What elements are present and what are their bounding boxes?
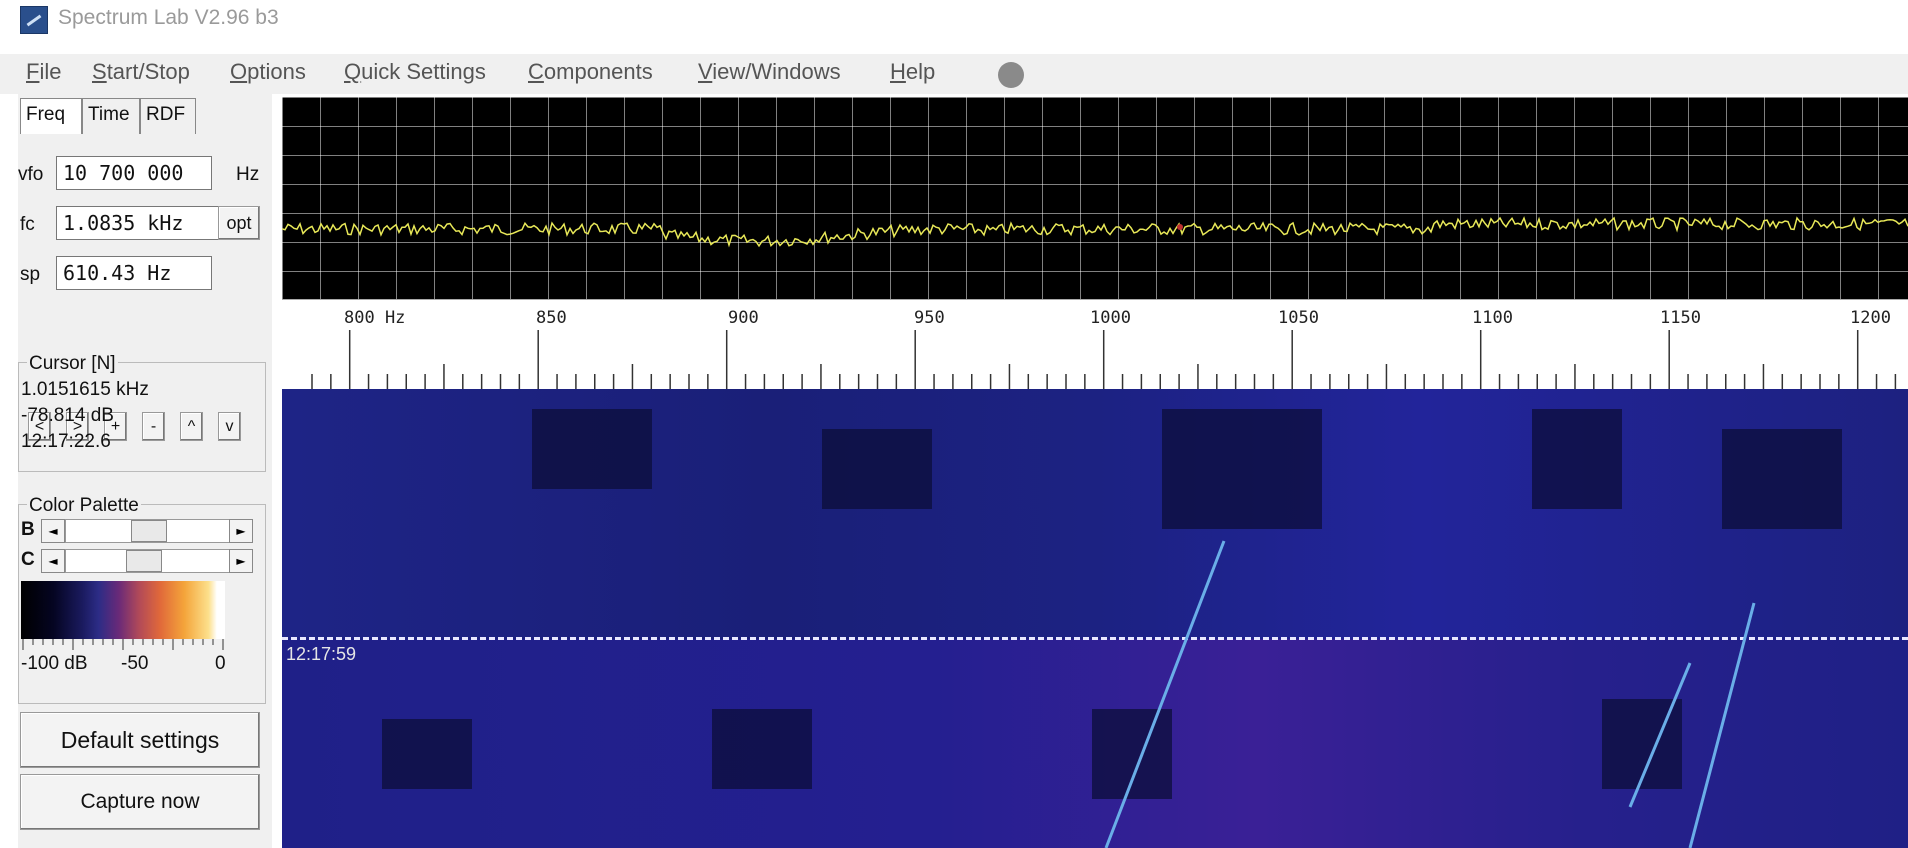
color-palette-title: Color Palette [27,495,141,517]
title-bar: Spectrum Lab V2.96 b3 [0,0,1908,50]
menu-start-stop[interactable]: Start/Stop [92,59,190,84]
contrast-decrease-button[interactable]: ◄ [41,549,65,573]
color-palette-bar [21,581,225,639]
freq-tick-label: 1050 [1278,308,1319,328]
menu-file[interactable]: File [26,59,62,84]
brightness-slider-thumb[interactable] [131,520,167,542]
waterfall-dark-region [822,429,932,509]
scroll-down-button[interactable]: v [218,412,241,441]
palette-scale-min: -100 dB [21,653,88,674]
palette-scale-mid: -50 [121,653,149,674]
waterfall-timestamp: 12:17:59 [286,644,357,664]
menu-bar: File Start/Stop Options Quick Settings C… [0,54,1908,94]
waterfall-dark-region [712,709,812,789]
meteor-trace [1628,662,1692,808]
scroll-up-button[interactable]: ^ [180,412,203,441]
freq-tick-label: 1200 [1850,308,1891,328]
vfo-label: vfo [18,164,44,185]
record-indicator-icon[interactable] [998,62,1024,88]
tab-time[interactable]: Time [82,98,140,134]
cursor-title: Cursor [N] [27,353,118,375]
spectrum-cursor-marker [1177,224,1183,230]
contrast-label: C [21,549,35,570]
cursor-frequency: 1.0151615 kHz [21,379,149,400]
capture-now-button[interactable]: Capture now [20,774,260,830]
fc-label: fc [20,214,35,235]
waterfall-dark-region [1162,409,1322,529]
palette-scale-max: 0 [215,653,226,674]
waterfall-meteor-traces [1104,540,1756,848]
meteor-trace [1104,540,1226,848]
brightness-slider[interactable] [65,519,245,543]
freq-tick-label: 850 [536,308,567,328]
cursor-level: -78.814 dB [21,405,114,426]
color-palette-group: Color Palette B ◄ ► C ◄ ► -100 dB -50 0 [18,495,266,704]
freq-tick-label: 1000 [1090,308,1131,328]
meteor-trace [1688,602,1756,848]
waterfall-dark-region [532,409,652,489]
waterfall-dark-region [1722,429,1842,529]
zoom-out-button[interactable]: - [142,412,165,441]
menu-help[interactable]: Help [890,59,936,84]
scroll-right-button[interactable]: > [66,412,89,441]
app-icon [20,6,48,34]
vfo-input[interactable]: 10 700 000 [56,156,212,190]
menu-components[interactable]: Components [528,59,653,84]
menu-options[interactable]: Options [230,59,306,84]
frequency-axis: 800 Hz 850 900 950 1000 1050 1100 1150 1… [282,299,1908,390]
freq-tick-label: 800 Hz [344,308,406,328]
spectrum-trace [282,216,1908,248]
cursor-time: 12:17:22.6 [21,431,111,452]
brightness-label: B [21,519,35,540]
waterfall-dark-region [1532,409,1622,509]
scroll-left-button[interactable]: < [28,412,51,441]
waterfall-dark-region [382,719,472,789]
freq-tick-label: 1150 [1660,308,1701,328]
waterfall-display[interactable]: 12:17:59 [282,389,1908,848]
menu-quick-settings[interactable]: Quick Settings [344,59,486,84]
zoom-in-button[interactable]: + [104,412,127,441]
contrast-increase-button[interactable]: ► [229,549,253,573]
freq-tick-label: 1100 [1472,308,1513,328]
freq-tick-label: 900 [728,308,759,328]
sp-input[interactable]: 610.43 Hz [56,256,212,290]
cursor-group: Cursor [N] 1.0151615 kHz -78.814 dB 12:1… [18,353,266,472]
vfo-unit: Hz [236,164,260,185]
contrast-slider[interactable] [65,549,245,573]
control-panel: Freq Time RDF vfo 10 700 000 Hz fc 1.083… [18,94,272,848]
sp-label: sp [20,264,41,285]
contrast-slider-thumb[interactable] [126,550,162,572]
spectrum-display[interactable] [282,97,1908,299]
palette-scale-ticks [22,639,224,650]
tab-freq[interactable]: Freq [20,98,82,134]
brightness-decrease-button[interactable]: ◄ [41,519,65,543]
opt-button[interactable]: opt [218,206,260,240]
waterfall-time-marker-line [282,637,1908,640]
freq-tick-label: 950 [914,308,945,328]
default-settings-button[interactable]: Default settings [20,712,260,768]
brightness-increase-button[interactable]: ► [229,519,253,543]
frequency-axis-ticks [311,330,1897,390]
window-title: Spectrum Lab V2.96 b3 [58,6,279,29]
tab-rdf[interactable]: RDF [140,98,196,134]
menu-view-windows[interactable]: View/Windows [698,59,841,84]
fc-input[interactable]: 1.0835 kHz [56,206,236,240]
